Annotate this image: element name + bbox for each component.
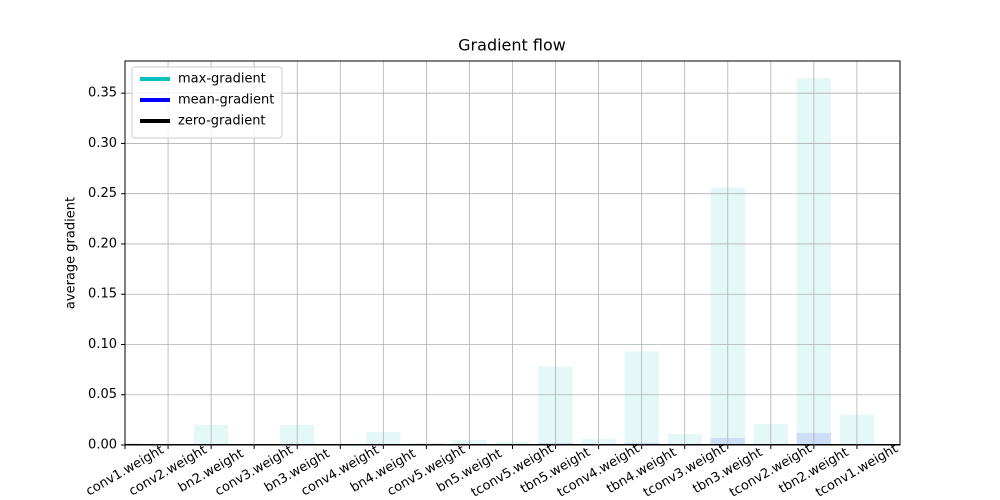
- y-tick-label: 0.35: [88, 86, 117, 101]
- y-tick-label: 0.30: [88, 136, 117, 151]
- legend-label: mean-gradient: [178, 93, 274, 108]
- axes-frame: [124, 60, 901, 446]
- y-axis-label: average gradient: [64, 197, 79, 309]
- y-tick-label: 0.05: [88, 387, 117, 402]
- y-tick-label: 0.20: [88, 236, 117, 251]
- y-tick-label: 0.00: [88, 438, 117, 453]
- bar: [125, 442, 143, 445]
- y-tick-label: 0.15: [88, 287, 117, 302]
- legend-label: zero-gradient: [178, 114, 266, 129]
- y-tick-label: 0.10: [88, 337, 117, 352]
- y-tick-label: 0.25: [88, 186, 117, 201]
- chart-title: Gradient flow: [458, 36, 566, 55]
- legend-label: max-gradient: [178, 72, 266, 87]
